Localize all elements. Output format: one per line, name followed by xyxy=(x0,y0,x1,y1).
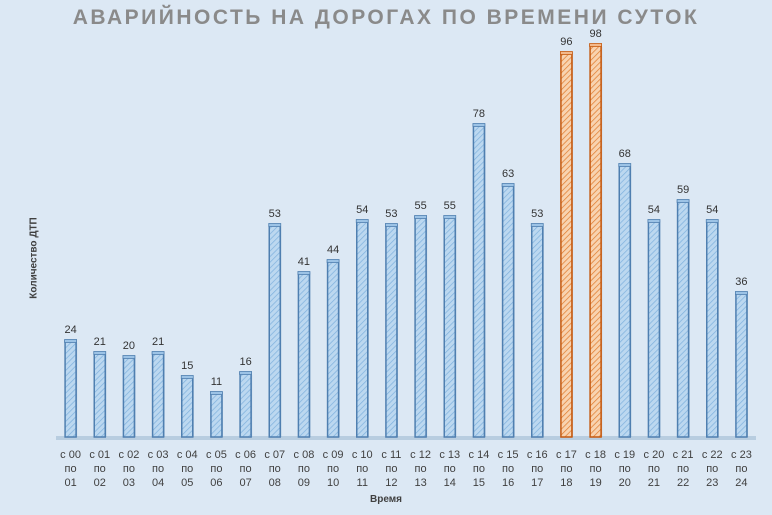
value-label-21: 59 xyxy=(677,184,689,196)
bar-23 xyxy=(735,291,748,438)
value-label-19: 68 xyxy=(619,148,631,160)
bar-11 xyxy=(385,223,398,438)
bar-22 xyxy=(705,219,719,438)
value-label-2: 20 xyxy=(123,340,135,352)
category-label-21: с 21 по 22 xyxy=(673,449,694,489)
x-axis-floor xyxy=(56,436,756,440)
bar-15 xyxy=(501,183,515,438)
value-label-12: 55 xyxy=(414,200,426,212)
bar-20 xyxy=(647,219,661,438)
category-label-9: с 09 по 10 xyxy=(323,449,344,489)
category-label-16: с 16 по 17 xyxy=(527,449,548,489)
category-label-22: с 22 по 23 xyxy=(702,449,723,489)
bar-5 xyxy=(210,391,223,438)
value-label-23: 36 xyxy=(735,276,747,288)
bar-7 xyxy=(268,223,282,438)
category-label-7: с 07 по 08 xyxy=(264,449,285,489)
bar-1 xyxy=(93,351,107,438)
category-label-0: с 00 по 01 xyxy=(60,449,81,489)
value-label-20: 54 xyxy=(648,204,660,216)
value-label-3: 21 xyxy=(152,336,164,348)
category-label-8: с 08 по 09 xyxy=(294,449,315,489)
chart-title: АВАРИЙНОСТЬ НА ДОРОГАХ ПО ВРЕМЕНИ СУТОК xyxy=(72,6,700,29)
bar-21 xyxy=(676,199,690,438)
bar-17 xyxy=(560,51,573,438)
category-label-18: с 18 по 19 xyxy=(585,449,606,489)
bar-6 xyxy=(239,371,253,438)
value-label-1: 21 xyxy=(94,336,106,348)
bar-2 xyxy=(122,355,136,438)
category-label-11: с 11 по 12 xyxy=(381,449,401,489)
category-label-2: с 02 по 03 xyxy=(119,449,140,489)
category-label-6: с 06 по 07 xyxy=(235,449,256,489)
category-label-5: с 05 по 06 xyxy=(206,449,227,489)
bar-12 xyxy=(414,215,428,438)
value-label-5: 11 xyxy=(211,376,222,388)
category-label-10: с 10 по 11 xyxy=(352,449,373,489)
bar-16 xyxy=(530,223,544,438)
bar-13 xyxy=(443,215,457,438)
category-label-20: с 20 по 21 xyxy=(644,449,665,489)
bar-8 xyxy=(297,271,311,438)
value-label-17: 96 xyxy=(560,36,572,48)
value-label-0: 24 xyxy=(64,324,76,336)
bar-19 xyxy=(618,163,632,438)
value-label-6: 16 xyxy=(239,356,251,368)
category-label-14: с 14 по 15 xyxy=(469,449,490,489)
bar-4 xyxy=(180,375,194,438)
category-label-12: с 12 по 13 xyxy=(410,449,431,489)
bar-0 xyxy=(64,339,78,438)
category-label-4: с 04 по 05 xyxy=(177,449,198,489)
category-label-1: с 01 по 02 xyxy=(89,449,110,489)
bar-14 xyxy=(472,123,486,438)
category-label-3: с 03 по 04 xyxy=(148,449,169,489)
category-label-13: с 13 по 14 xyxy=(439,449,460,489)
category-label-23: с 23 по 24 xyxy=(731,449,752,489)
category-label-19: с 19 по 20 xyxy=(614,449,635,489)
x-axis-title: Время xyxy=(370,494,402,505)
category-label-15: с 15 по 16 xyxy=(498,449,519,489)
value-label-11: 53 xyxy=(385,208,397,220)
value-label-18: 98 xyxy=(589,28,601,40)
value-label-8: 41 xyxy=(298,256,310,268)
bar-10 xyxy=(355,219,369,438)
category-label-17: с 17 по 18 xyxy=(556,449,577,489)
value-label-16: 53 xyxy=(531,208,543,220)
bar-3 xyxy=(151,351,165,438)
value-label-7: 53 xyxy=(269,208,281,220)
value-label-4: 15 xyxy=(181,360,193,372)
value-label-13: 55 xyxy=(444,200,456,212)
value-label-22: 54 xyxy=(706,204,718,216)
value-label-14: 78 xyxy=(473,108,485,120)
value-label-10: 54 xyxy=(356,204,368,216)
bar-9 xyxy=(326,259,340,438)
value-label-15: 63 xyxy=(502,168,514,180)
value-label-9: 44 xyxy=(327,244,339,256)
bar-18 xyxy=(589,43,603,438)
